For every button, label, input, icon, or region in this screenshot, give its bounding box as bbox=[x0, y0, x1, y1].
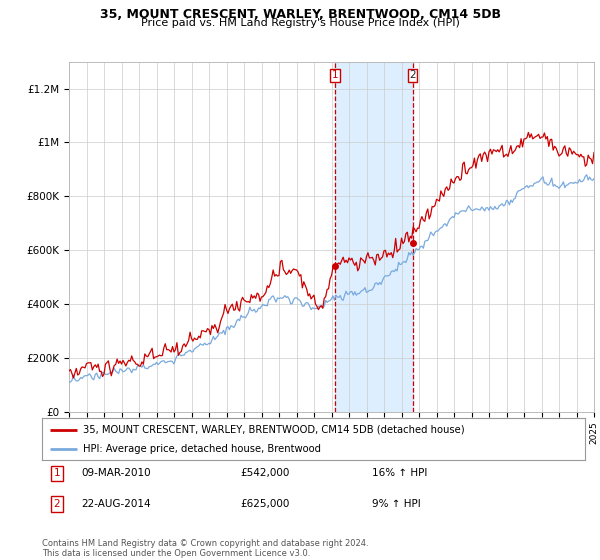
Text: 2: 2 bbox=[53, 499, 61, 509]
Text: £542,000: £542,000 bbox=[240, 468, 289, 478]
Bar bbox=[335, 62, 413, 412]
Text: 2: 2 bbox=[409, 71, 416, 80]
Text: 1: 1 bbox=[53, 468, 61, 478]
Text: 9% ↑ HPI: 9% ↑ HPI bbox=[372, 499, 421, 509]
Text: 35, MOUNT CRESCENT, WARLEY, BRENTWOOD, CM14 5DB (detached house): 35, MOUNT CRESCENT, WARLEY, BRENTWOOD, C… bbox=[83, 424, 464, 435]
Text: 1: 1 bbox=[331, 71, 338, 80]
Text: Contains HM Land Registry data © Crown copyright and database right 2024.
This d: Contains HM Land Registry data © Crown c… bbox=[42, 539, 368, 558]
Text: 22-AUG-2014: 22-AUG-2014 bbox=[81, 499, 151, 509]
Text: 16% ↑ HPI: 16% ↑ HPI bbox=[372, 468, 427, 478]
Text: Price paid vs. HM Land Registry's House Price Index (HPI): Price paid vs. HM Land Registry's House … bbox=[140, 18, 460, 29]
Text: 35, MOUNT CRESCENT, WARLEY, BRENTWOOD, CM14 5DB: 35, MOUNT CRESCENT, WARLEY, BRENTWOOD, C… bbox=[100, 8, 500, 21]
Text: HPI: Average price, detached house, Brentwood: HPI: Average price, detached house, Bren… bbox=[83, 444, 321, 454]
Text: £625,000: £625,000 bbox=[240, 499, 289, 509]
Text: 09-MAR-2010: 09-MAR-2010 bbox=[81, 468, 151, 478]
